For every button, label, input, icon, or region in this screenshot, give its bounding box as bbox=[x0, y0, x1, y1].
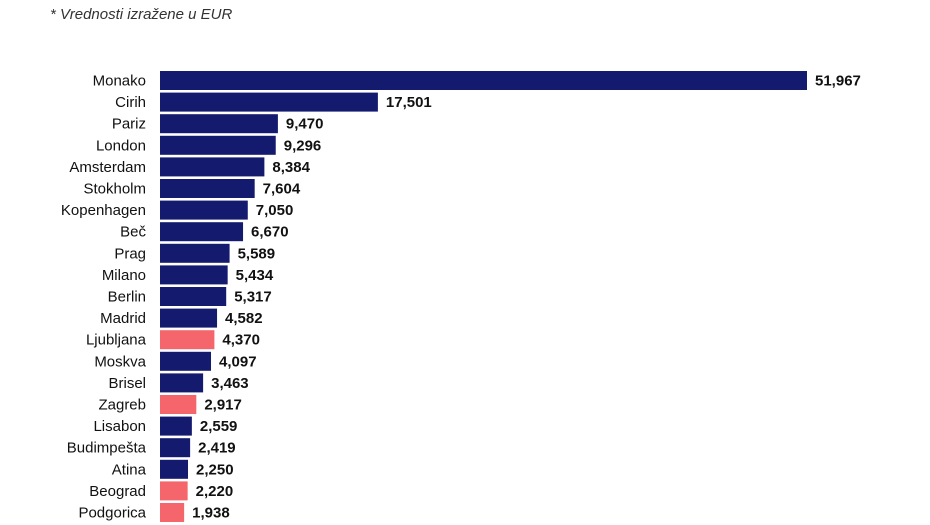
value-label: 2,559 bbox=[200, 418, 238, 435]
category-label: Budimpešta bbox=[67, 440, 147, 457]
bar-row-stokholm: Stokholm 7,604 bbox=[83, 179, 301, 198]
bar-row-madrid: Madrid 4,582 bbox=[100, 308, 263, 328]
value-label: 2,220 bbox=[196, 483, 234, 500]
value-label: 2,419 bbox=[198, 440, 236, 457]
value-label: 7,050 bbox=[256, 202, 294, 219]
bar-row-bec: Beč 6,670 bbox=[120, 222, 289, 242]
bar-row-atina: Atina 2,250 bbox=[112, 459, 234, 479]
category-label: Milano bbox=[102, 267, 146, 284]
category-label: Amsterdam bbox=[69, 159, 146, 176]
category-label: Beograd bbox=[89, 483, 146, 500]
value-label: 5,317 bbox=[234, 289, 272, 306]
bar bbox=[160, 114, 278, 134]
category-label: Podgorica bbox=[78, 505, 146, 522]
category-label: Brisel bbox=[108, 375, 146, 392]
category-label: Zagreb bbox=[98, 397, 146, 414]
value-label: 5,434 bbox=[236, 267, 274, 284]
bar bbox=[160, 222, 244, 242]
bar bbox=[160, 92, 378, 112]
category-label: Beč bbox=[120, 224, 146, 241]
category-label: Cirih bbox=[115, 94, 146, 111]
bar bbox=[160, 330, 215, 350]
bar-row-berlin: Berlin 5,317 bbox=[108, 287, 272, 306]
value-label: 5,589 bbox=[238, 245, 276, 262]
bar bbox=[160, 481, 188, 501]
value-label: 4,097 bbox=[219, 353, 257, 370]
value-label: 17,501 bbox=[386, 94, 432, 111]
bar-row-milano: Milano 5,434 bbox=[102, 265, 274, 285]
bar bbox=[160, 503, 185, 522]
bar bbox=[160, 265, 228, 285]
bars-layer: Monako 51,967 Cirih 17,501 Pariz 9,470 London 9… bbox=[61, 71, 861, 522]
bar bbox=[160, 135, 276, 155]
bar-row-ljubljana: Ljubljana 4,370 bbox=[86, 330, 260, 350]
bar-row-pariz: Pariz 9,470 bbox=[112, 114, 324, 134]
value-label: 6,670 bbox=[251, 224, 289, 241]
value-label: 7,604 bbox=[263, 181, 301, 198]
bar bbox=[160, 157, 265, 177]
bar bbox=[160, 308, 218, 328]
category-label: Monako bbox=[93, 73, 146, 90]
value-label: 2,250 bbox=[196, 461, 234, 478]
bar bbox=[160, 71, 807, 90]
category-label: Kopenhagen bbox=[61, 202, 146, 219]
bar bbox=[160, 200, 248, 220]
value-label: 9,470 bbox=[286, 116, 324, 133]
bar-row-monako: Monako 51,967 bbox=[93, 71, 861, 90]
bar-row-zagreb: Zagreb 2,917 bbox=[98, 395, 242, 414]
category-label: London bbox=[96, 137, 146, 154]
currency-note: * Vrednosti izražene u EUR bbox=[50, 6, 233, 23]
value-label: 8,384 bbox=[272, 159, 310, 176]
bar bbox=[160, 351, 212, 371]
category-label: Pariz bbox=[112, 116, 146, 133]
bar bbox=[160, 395, 197, 414]
bar-row-prag: Prag 5,589 bbox=[114, 243, 276, 263]
bar-row-podgorica: Podgorica 1,938 bbox=[78, 503, 230, 522]
bar-row-london: London 9,296 bbox=[96, 135, 322, 155]
value-label: 2,917 bbox=[204, 397, 242, 414]
bar bbox=[160, 179, 255, 198]
bar-row-lisabon: Lisabon 2,559 bbox=[93, 416, 238, 436]
bar bbox=[160, 373, 204, 393]
value-label: 4,370 bbox=[222, 332, 260, 349]
bar-row-kopenhagen: Kopenhagen 7,050 bbox=[61, 200, 294, 220]
value-label: 51,967 bbox=[815, 73, 861, 90]
value-label: 9,296 bbox=[284, 137, 322, 154]
value-label: 3,463 bbox=[211, 375, 249, 392]
category-label: Ljubljana bbox=[86, 332, 147, 349]
bar bbox=[160, 243, 230, 263]
value-label: 4,582 bbox=[225, 310, 263, 327]
category-label: Madrid bbox=[100, 310, 146, 327]
bar-row-cirih: Cirih 17,501 bbox=[115, 92, 432, 112]
bar bbox=[160, 416, 192, 436]
category-label: Moskva bbox=[94, 353, 146, 370]
bar-row-budimpesta: Budimpešta 2,419 bbox=[67, 438, 236, 458]
bar-row-moskva: Moskva 4,097 bbox=[94, 351, 257, 371]
category-label: Atina bbox=[112, 461, 147, 478]
bar bbox=[160, 287, 227, 306]
category-label: Berlin bbox=[108, 289, 146, 306]
category-label: Prag bbox=[114, 245, 146, 262]
bar bbox=[160, 438, 191, 458]
bar-row-amsterdam: Amsterdam 8,384 bbox=[69, 157, 311, 177]
category-label: Lisabon bbox=[93, 418, 146, 435]
category-label: Stokholm bbox=[83, 181, 146, 198]
bar bbox=[160, 459, 189, 479]
bar-row-brisel: Brisel 3,463 bbox=[108, 373, 249, 393]
value-label: 1,938 bbox=[192, 505, 230, 522]
bar-row-beograd: Beograd 2,220 bbox=[89, 481, 234, 501]
